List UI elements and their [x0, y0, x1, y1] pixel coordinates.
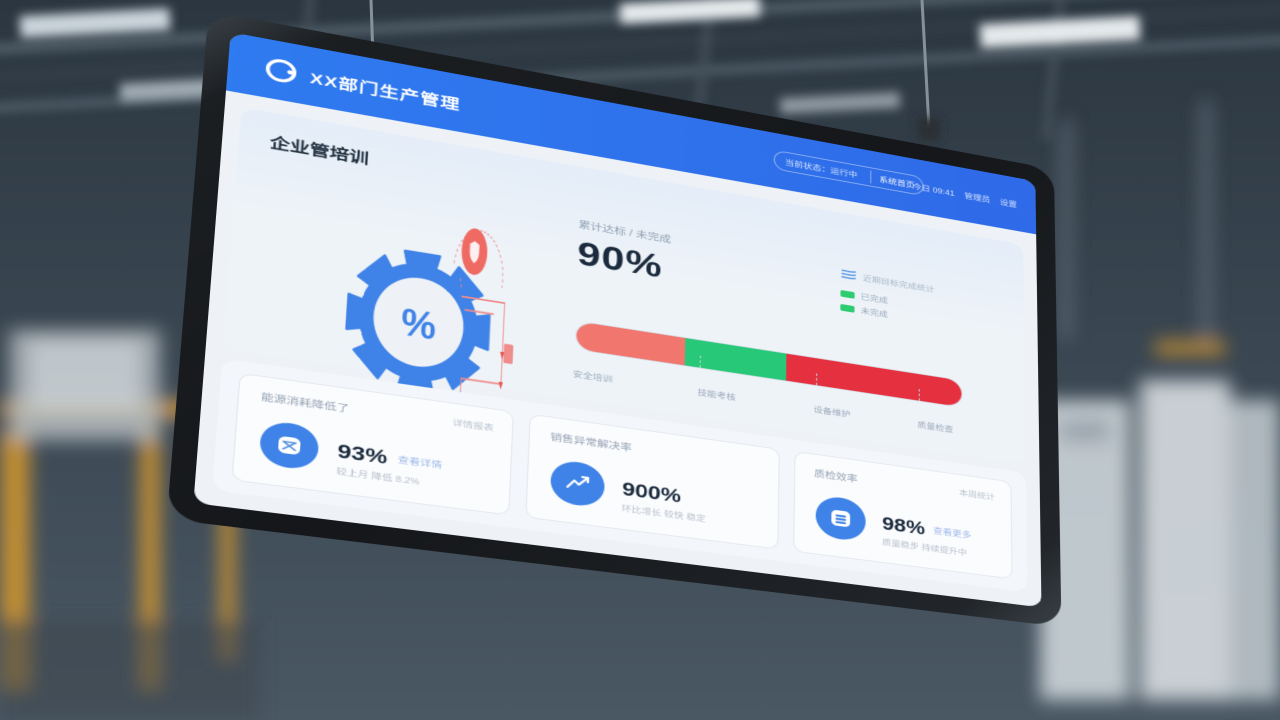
svg-text:%: % — [400, 300, 437, 348]
